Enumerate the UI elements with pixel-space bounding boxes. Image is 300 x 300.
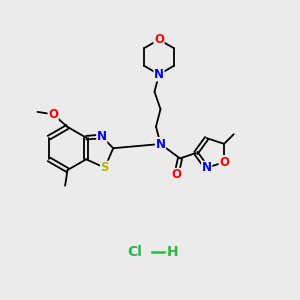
Text: O: O — [48, 108, 58, 121]
Text: N: N — [155, 137, 166, 151]
Text: N: N — [97, 130, 107, 143]
Text: S: S — [100, 161, 109, 174]
Text: H: H — [167, 245, 178, 259]
Text: O: O — [171, 168, 182, 182]
Text: O: O — [154, 33, 164, 46]
Text: N: N — [202, 161, 212, 174]
Text: O: O — [219, 156, 229, 169]
Text: Cl: Cl — [128, 245, 142, 259]
Text: N: N — [154, 68, 164, 81]
